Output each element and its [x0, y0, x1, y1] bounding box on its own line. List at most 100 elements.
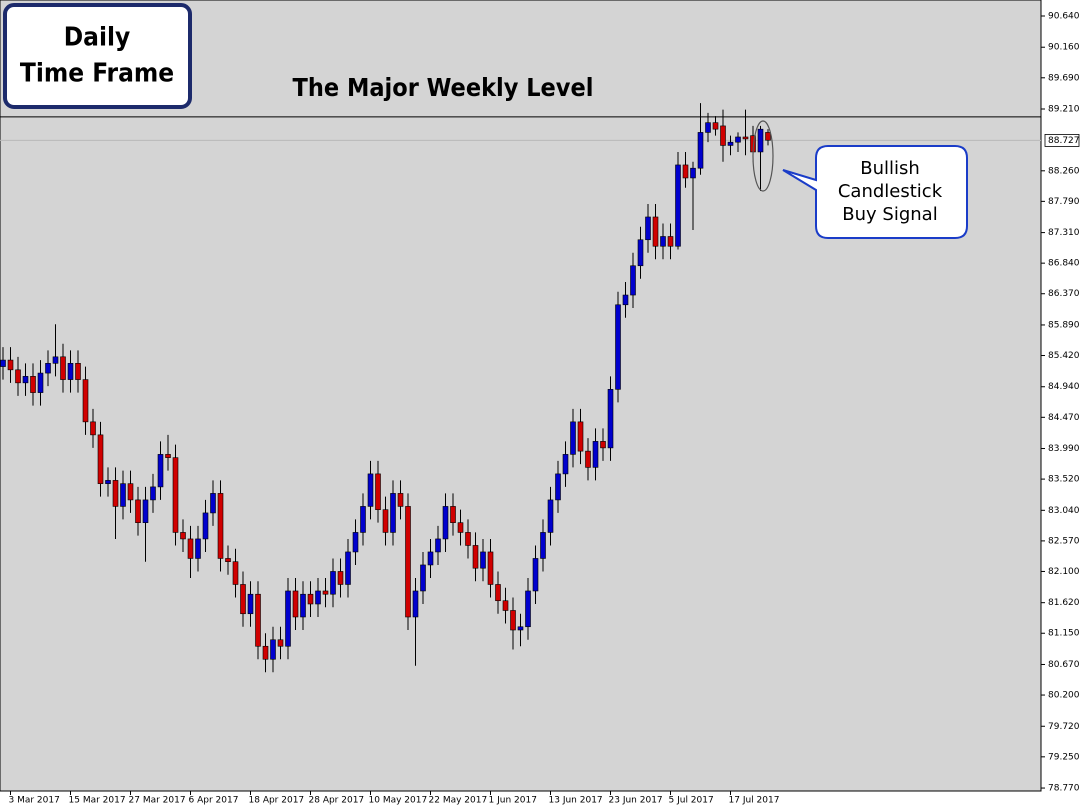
candle-body	[607, 389, 614, 449]
candle-body	[555, 473, 561, 501]
candle-body	[420, 564, 426, 592]
y-tick-label: 86.840	[1048, 259, 1080, 269]
candle-body	[577, 421, 584, 452]
candle-body	[180, 532, 186, 540]
candle-body	[727, 141, 734, 146]
y-tick-label: 87.790	[1048, 197, 1080, 207]
candle-body	[450, 506, 456, 523]
candle-body	[307, 593, 314, 605]
candle-body	[630, 265, 636, 296]
candle-body	[82, 379, 89, 423]
candle-body	[712, 122, 719, 130]
candle-body	[502, 600, 509, 611]
candle-body	[277, 639, 284, 647]
candle-body	[15, 369, 21, 384]
x-tick-label: 6 Apr 2017	[189, 796, 239, 806]
candle-body	[285, 590, 291, 647]
candle-body	[255, 593, 261, 647]
candle-body	[360, 506, 366, 533]
y-tick-label: 88.260	[1048, 166, 1080, 176]
x-tick-label: 3 Mar 2017	[9, 796, 60, 806]
candle-body	[720, 125, 726, 146]
y-tick-label: 84.470	[1048, 413, 1080, 423]
y-tick-label: 87.310	[1048, 228, 1080, 238]
candle-body	[352, 532, 359, 553]
candle-body	[667, 236, 674, 247]
candle-body	[427, 551, 434, 566]
candle-body	[75, 363, 81, 380]
candle-body	[345, 551, 351, 585]
signal-highlight	[752, 120, 774, 192]
candle-body	[270, 639, 276, 660]
axis-layer: 90.640 90.160 89.690 89.210 88.260 87.790 87.3…	[0, 12, 1080, 806]
candle-body	[195, 538, 201, 559]
candle-body	[382, 509, 389, 533]
candle-body	[262, 645, 269, 660]
candle-body	[397, 493, 404, 507]
y-tick-label: 80.200	[1048, 691, 1080, 701]
candle-body	[322, 590, 329, 595]
candle-body	[375, 473, 381, 510]
callout-line: Candlestick	[838, 181, 943, 202]
badge-line: Daily	[64, 23, 130, 53]
candle-body	[187, 538, 194, 559]
candle-body	[540, 532, 546, 559]
x-tick-label: 5 Jul 2017	[669, 796, 714, 806]
candle-body	[562, 454, 569, 475]
candle-body	[202, 512, 209, 540]
candle-body	[675, 164, 681, 247]
candles	[0, 103, 771, 673]
current-price-label: 88.727	[1048, 136, 1080, 146]
candle-body	[157, 454, 164, 488]
y-tick-label: 82.100	[1048, 567, 1080, 577]
candle-body	[105, 480, 111, 484]
candle-body	[150, 486, 156, 501]
x-tick-label: 18 Apr 2017	[249, 796, 305, 806]
candle-body	[457, 522, 464, 533]
y-tick-label: 85.890	[1048, 320, 1080, 330]
candle-body	[412, 590, 419, 618]
candle-body	[90, 421, 96, 436]
badge-box	[3, 3, 192, 109]
candle-body	[405, 506, 411, 618]
callout-line: Bullish	[860, 158, 920, 179]
candle-body	[240, 584, 246, 615]
x-tick-label: 13 Jun 2017	[549, 796, 603, 806]
x-tick-label: 27 Mar 2017	[129, 796, 186, 806]
candle-body	[247, 593, 254, 615]
candle-body	[142, 499, 149, 523]
candle-body	[337, 571, 344, 585]
chart-title: The Major Weekly Level	[293, 73, 594, 102]
y-tick-label: 85.420	[1048, 351, 1080, 361]
candle-body	[495, 584, 501, 602]
candle-body	[120, 483, 126, 507]
candle-body	[532, 558, 539, 592]
y-tick-label: 86.370	[1048, 289, 1080, 299]
candle-body	[592, 441, 599, 468]
candle-body	[525, 590, 531, 628]
x-tick-label: 22 May 2017	[429, 796, 488, 806]
x-tick-label: 23 Jun 2017	[609, 796, 663, 806]
candle-body	[22, 376, 29, 384]
candle-body	[172, 457, 179, 533]
candle-body	[585, 450, 591, 468]
candle-body	[225, 558, 231, 563]
candle-body	[660, 236, 666, 247]
candle-body	[765, 132, 771, 141]
candle-body	[570, 421, 576, 455]
callout-line: Buy Signal	[842, 204, 937, 225]
candle-body	[300, 593, 306, 618]
y-tick-label: 83.040	[1048, 506, 1080, 516]
candle-body	[705, 122, 711, 133]
badge-line: Time Frame	[20, 59, 174, 89]
x-tick-label: 1 Jun 2017	[489, 796, 537, 806]
candle-body	[67, 363, 74, 380]
y-tick-label: 79.250	[1048, 752, 1080, 762]
candle-body	[645, 216, 651, 241]
x-tick-label: 10 May 2017	[369, 796, 428, 806]
candle-body	[0, 359, 6, 367]
current-price-box	[1044, 134, 1080, 147]
y-tick-label: 78.770	[1048, 784, 1080, 794]
candle-body	[637, 239, 644, 267]
